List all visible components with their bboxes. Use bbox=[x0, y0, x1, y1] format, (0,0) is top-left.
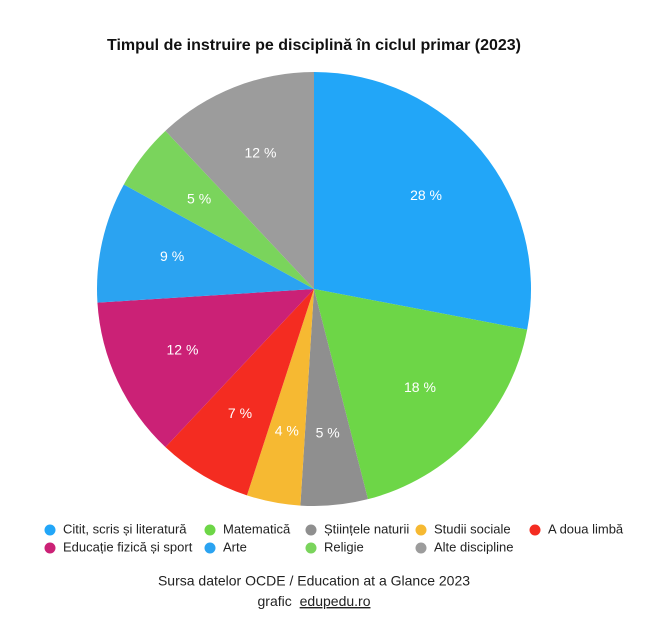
legend-label: Alte discipline bbox=[434, 539, 514, 554]
legend-swatch bbox=[305, 542, 317, 554]
legend-swatch bbox=[44, 524, 56, 536]
slice-label: 7 % bbox=[228, 405, 252, 421]
pie-slice bbox=[314, 289, 528, 500]
credit: grafic edupedu.ro bbox=[258, 593, 371, 609]
pie-slice bbox=[300, 289, 368, 506]
credit-prefix: grafic bbox=[258, 593, 292, 609]
legend-label: A doua limbă bbox=[548, 521, 624, 536]
legend-label: Științele naturii bbox=[324, 521, 409, 536]
pie-slice bbox=[165, 72, 314, 289]
slice-label: 4 % bbox=[275, 423, 299, 439]
pie-slice bbox=[123, 130, 314, 289]
source-note: Sursa datelor OCDE / Education at a Glan… bbox=[158, 573, 470, 589]
chart-title: Timpul de instruire pe disciplină în cic… bbox=[107, 37, 521, 54]
slice-label: 12 % bbox=[166, 342, 198, 358]
pie-slice bbox=[314, 72, 531, 330]
legend-swatch bbox=[305, 524, 317, 536]
legend-swatch bbox=[44, 542, 56, 554]
pie-slice bbox=[246, 289, 314, 506]
pie-slice bbox=[97, 184, 314, 303]
legend-label: Religie bbox=[324, 539, 364, 554]
legend-swatch bbox=[204, 542, 216, 554]
slice-label: 5 % bbox=[187, 191, 211, 207]
legend-label: Arte bbox=[223, 539, 247, 554]
legend-swatch bbox=[415, 542, 427, 554]
legend-label: Studii sociale bbox=[434, 521, 511, 536]
pie-slice bbox=[165, 289, 314, 496]
credit-link[interactable]: edupedu.ro bbox=[300, 593, 371, 609]
slice-label: 12 % bbox=[245, 145, 277, 161]
legend-swatch bbox=[204, 524, 216, 536]
slice-label: 28 % bbox=[410, 187, 442, 203]
legend-label: Educație fizică și sport bbox=[63, 539, 193, 554]
slice-label: 5 % bbox=[316, 424, 340, 440]
legend-swatch bbox=[415, 524, 427, 536]
legend-label: Citit, scris și literatură bbox=[63, 521, 187, 536]
legend-label: Matematică bbox=[223, 521, 291, 536]
slice-label: 9 % bbox=[160, 248, 184, 264]
pie-slice bbox=[97, 289, 315, 448]
legend-swatch bbox=[529, 524, 541, 536]
slice-label: 18 % bbox=[404, 379, 436, 395]
